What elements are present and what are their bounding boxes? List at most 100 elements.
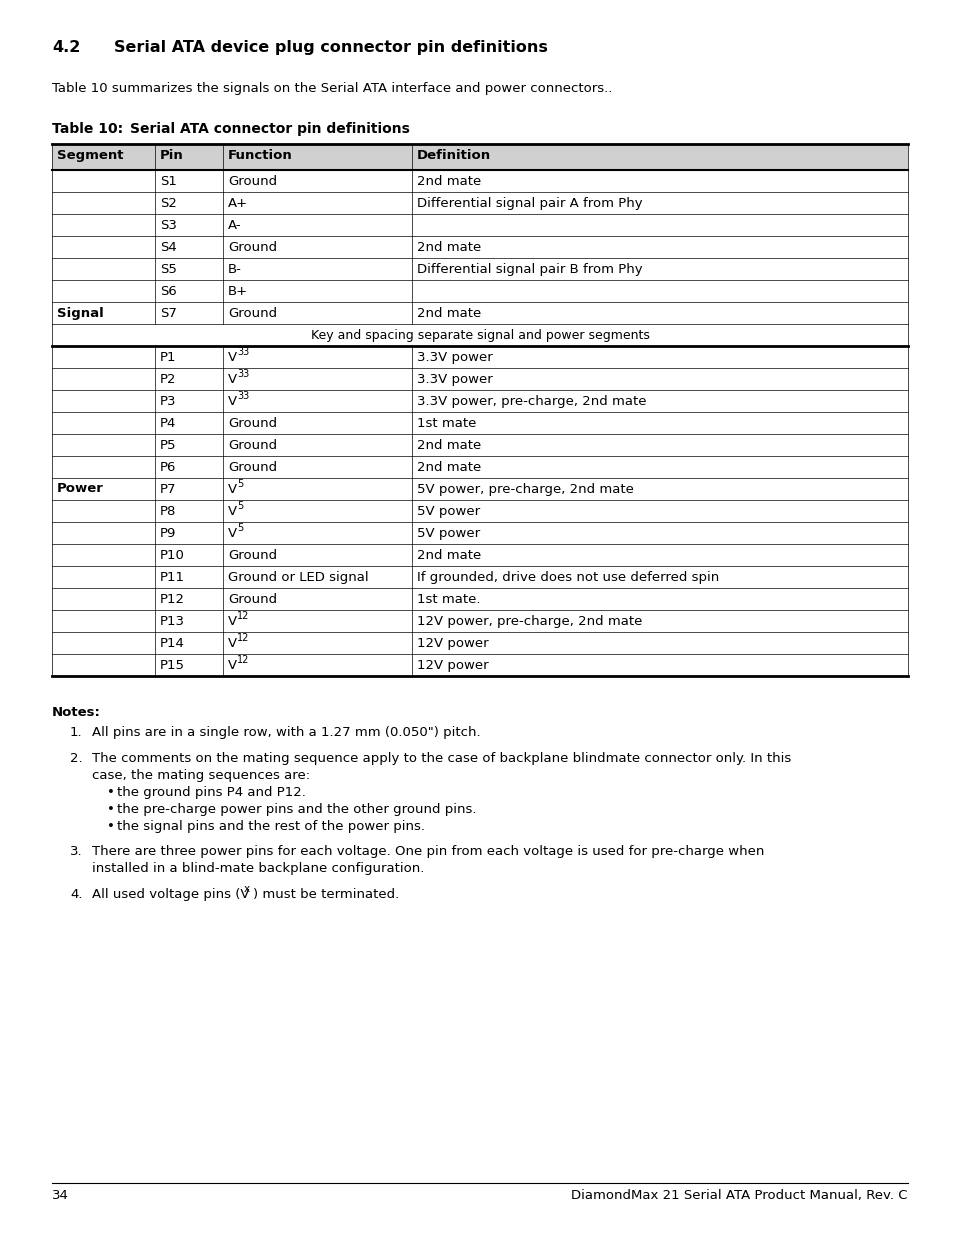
Text: case, the mating sequences are:: case, the mating sequences are:: [91, 769, 310, 782]
Text: 2.: 2.: [70, 752, 83, 764]
Text: P2: P2: [159, 373, 176, 387]
Text: V: V: [228, 505, 237, 517]
Text: P4: P4: [159, 417, 176, 430]
Text: P15: P15: [159, 659, 185, 672]
Text: 12: 12: [237, 655, 250, 664]
Text: P14: P14: [159, 637, 184, 650]
Text: 3.3V power: 3.3V power: [416, 373, 492, 387]
Text: 3.: 3.: [70, 845, 83, 858]
Text: 33: 33: [237, 347, 249, 357]
Text: S2: S2: [159, 198, 176, 210]
Text: Ground: Ground: [228, 308, 277, 320]
Text: Signal: Signal: [57, 306, 104, 320]
Text: V: V: [228, 373, 237, 387]
Text: Ground: Ground: [228, 417, 277, 430]
Text: S5: S5: [159, 263, 176, 275]
Bar: [52, 144, 907, 170]
Text: installed in a blind-mate backplane configuration.: installed in a blind-mate backplane conf…: [91, 862, 424, 876]
Text: 4.2: 4.2: [52, 40, 80, 56]
Text: The comments on the mating sequence apply to the case of backplane blindmate con: The comments on the mating sequence appl…: [91, 752, 790, 764]
Text: 12V power, pre-charge, 2nd mate: 12V power, pre-charge, 2nd mate: [416, 615, 641, 629]
Text: 12V power: 12V power: [416, 659, 488, 672]
Text: Ground or LED signal: Ground or LED signal: [228, 571, 369, 584]
Text: 5: 5: [237, 522, 243, 534]
Text: All used voltage pins (V: All used voltage pins (V: [91, 888, 250, 902]
Text: Power: Power: [57, 483, 104, 495]
Text: 2nd mate: 2nd mate: [416, 461, 480, 474]
Text: Ground: Ground: [228, 550, 277, 562]
Text: Differential signal pair A from Phy: Differential signal pair A from Phy: [416, 198, 641, 210]
Text: 12V power: 12V power: [416, 637, 488, 650]
Text: V: V: [228, 615, 237, 629]
Text: 1st mate.: 1st mate.: [416, 593, 479, 606]
Text: •: •: [107, 803, 114, 816]
Text: S7: S7: [159, 308, 176, 320]
Text: the signal pins and the rest of the power pins.: the signal pins and the rest of the powe…: [117, 820, 424, 832]
Text: A-: A-: [228, 219, 241, 232]
Text: the pre-charge power pins and the other ground pins.: the pre-charge power pins and the other …: [117, 803, 476, 816]
Text: Ground: Ground: [228, 438, 277, 452]
Text: P12: P12: [159, 593, 185, 606]
Text: •: •: [107, 785, 114, 799]
Text: 2nd mate: 2nd mate: [416, 308, 480, 320]
Text: P6: P6: [159, 461, 176, 474]
Text: S6: S6: [159, 285, 176, 298]
Text: V: V: [228, 483, 237, 496]
Text: Key and spacing separate signal and power segments: Key and spacing separate signal and powe…: [311, 329, 649, 342]
Text: 2nd mate: 2nd mate: [416, 550, 480, 562]
Text: •: •: [107, 820, 114, 832]
Text: V: V: [228, 637, 237, 650]
Text: P3: P3: [159, 395, 176, 408]
Text: 5V power: 5V power: [416, 505, 479, 517]
Text: Table 10:: Table 10:: [52, 122, 123, 136]
Text: 12: 12: [237, 611, 250, 621]
Text: V: V: [228, 659, 237, 672]
Text: 5V power, pre-charge, 2nd mate: 5V power, pre-charge, 2nd mate: [416, 483, 633, 496]
Text: P13: P13: [159, 615, 185, 629]
Text: Ground: Ground: [228, 241, 277, 254]
Text: Definition: Definition: [416, 149, 490, 162]
Text: 34: 34: [52, 1189, 69, 1202]
Text: 2nd mate: 2nd mate: [416, 438, 480, 452]
Text: 12: 12: [237, 634, 250, 643]
Text: Ground: Ground: [228, 175, 277, 188]
Text: 4.: 4.: [70, 888, 82, 902]
Text: S1: S1: [159, 175, 176, 188]
Text: There are three power pins for each voltage. One pin from each voltage is used f: There are three power pins for each volt…: [91, 845, 763, 858]
Text: 33: 33: [237, 369, 249, 379]
Text: Table 10 summarizes the signals on the Serial ATA interface and power connectors: Table 10 summarizes the signals on the S…: [52, 82, 612, 95]
Text: If grounded, drive does not use deferred spin: If grounded, drive does not use deferred…: [416, 571, 718, 584]
Text: P9: P9: [159, 527, 176, 540]
Text: 5: 5: [237, 479, 243, 489]
Text: V: V: [228, 395, 237, 408]
Text: 2nd mate: 2nd mate: [416, 241, 480, 254]
Text: the ground pins P4 and P12.: the ground pins P4 and P12.: [117, 785, 306, 799]
Text: Ground: Ground: [228, 593, 277, 606]
Text: A+: A+: [228, 198, 248, 210]
Text: 33: 33: [237, 391, 249, 401]
Text: 1.: 1.: [70, 726, 83, 739]
Text: B+: B+: [228, 285, 248, 298]
Text: Differential signal pair B from Phy: Differential signal pair B from Phy: [416, 263, 641, 275]
Text: Serial ATA connector pin definitions: Serial ATA connector pin definitions: [130, 122, 410, 136]
Text: Ground: Ground: [228, 461, 277, 474]
Text: S4: S4: [159, 241, 176, 254]
Text: P1: P1: [159, 351, 176, 364]
Text: 2nd mate: 2nd mate: [416, 175, 480, 188]
Text: 1st mate: 1st mate: [416, 417, 476, 430]
Text: P5: P5: [159, 438, 176, 452]
Text: P11: P11: [159, 571, 185, 584]
Text: DiamondMax 21 Serial ATA Product Manual, Rev. C: DiamondMax 21 Serial ATA Product Manual,…: [571, 1189, 907, 1202]
Text: Segment: Segment: [57, 149, 123, 162]
Text: P10: P10: [159, 550, 184, 562]
Text: Pin: Pin: [159, 149, 183, 162]
Text: 3.3V power: 3.3V power: [416, 351, 492, 364]
Text: P8: P8: [159, 505, 176, 517]
Text: B-: B-: [228, 263, 242, 275]
Text: S3: S3: [159, 219, 176, 232]
Text: V: V: [228, 351, 237, 364]
Text: Function: Function: [228, 149, 293, 162]
Text: 3.3V power, pre-charge, 2nd mate: 3.3V power, pre-charge, 2nd mate: [416, 395, 645, 408]
Text: Serial ATA device plug connector pin definitions: Serial ATA device plug connector pin def…: [113, 40, 547, 56]
Text: x: x: [244, 884, 250, 894]
